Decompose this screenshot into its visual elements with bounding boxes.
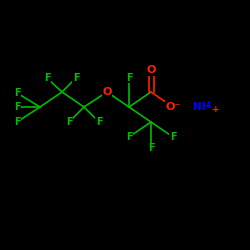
Text: F: F [66, 117, 72, 127]
Text: F: F [170, 132, 176, 142]
Text: O⁻: O⁻ [166, 102, 180, 112]
Text: F: F [148, 143, 154, 153]
Text: +: + [212, 106, 220, 114]
Text: F: F [14, 117, 20, 127]
Text: F: F [14, 102, 20, 112]
Text: F: F [44, 73, 50, 83]
Text: F: F [73, 73, 79, 83]
Text: O: O [102, 87, 112, 97]
Text: O: O [146, 65, 156, 75]
Text: NH: NH [193, 102, 210, 112]
Text: F: F [96, 117, 102, 127]
Text: F: F [14, 88, 20, 98]
Text: F: F [126, 73, 132, 83]
Text: F: F [126, 132, 132, 142]
Text: 4: 4 [206, 100, 211, 110]
